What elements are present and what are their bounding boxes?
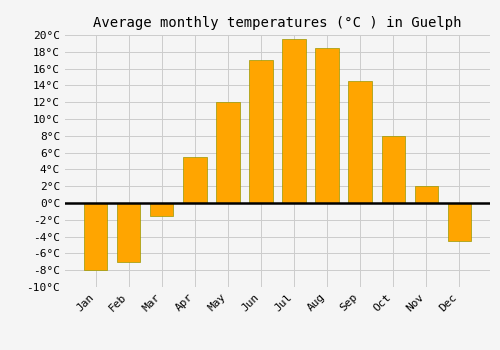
Bar [84,203,108,270]
Bar [150,203,174,216]
Title: Average monthly temperatures (°C ) in Guelph: Average monthly temperatures (°C ) in Gu… [93,16,462,30]
Bar [216,102,240,203]
Bar [282,39,306,203]
Bar [184,157,206,203]
Bar [118,203,141,262]
Bar [382,136,404,203]
Bar [316,48,338,203]
Bar [414,186,438,203]
Bar [348,81,372,203]
Bar [448,203,470,241]
Bar [250,60,272,203]
